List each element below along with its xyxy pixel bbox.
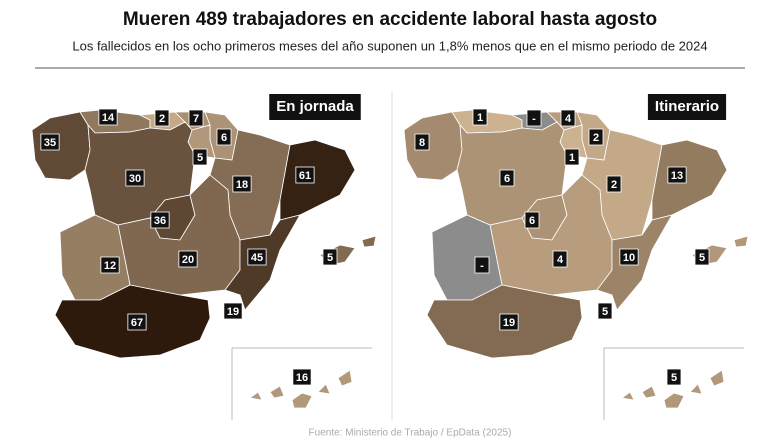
region	[279, 139, 356, 221]
map: 35 14 2 7 6 5 30 18 61 36 20 45 12 67 19 5 16 En jornada	[32, 94, 377, 420]
region-label: 1	[569, 152, 575, 164]
map-title-box	[647, 94, 727, 120]
label-box	[499, 313, 519, 331]
label-box	[292, 368, 312, 386]
region-label: 30	[129, 173, 141, 185]
label-box	[526, 109, 542, 127]
label-box	[40, 133, 60, 151]
label-box	[666, 368, 682, 386]
map: 8 1 - 4 2 1 6 2 13 6 4 10 - 19 5 5 5 Itinerario	[403, 94, 749, 420]
region	[621, 369, 725, 409]
region-label: 6	[221, 132, 227, 144]
region-label: 36	[154, 215, 166, 227]
label-box	[154, 109, 170, 127]
subtitle: Los fallecidos en los ocho primeros mese…	[72, 38, 707, 53]
label-box	[178, 250, 198, 268]
region-label: 12	[104, 260, 116, 272]
map-title-box	[269, 94, 361, 120]
region-label: 6	[504, 173, 510, 185]
label-box	[100, 256, 120, 274]
region-label: 19	[227, 306, 239, 318]
label-box	[606, 175, 622, 193]
region-label: 8	[419, 137, 425, 149]
label-box	[524, 211, 540, 229]
label-box	[552, 250, 568, 268]
label-box	[127, 313, 147, 331]
region	[249, 369, 353, 409]
region-label: 6	[529, 215, 535, 227]
region-label: 45	[251, 252, 263, 264]
region-label: 61	[299, 170, 311, 182]
title: Mueren 489 trabajadores en accidente lab…	[123, 9, 657, 30]
region-label: 67	[131, 317, 143, 329]
region-label: 5	[197, 152, 203, 164]
region-label: 4	[565, 113, 572, 125]
region-label: 5	[699, 252, 705, 264]
region-label: 14	[102, 112, 115, 124]
region-label: 5	[602, 306, 608, 318]
region	[651, 139, 728, 221]
label-box	[564, 148, 580, 166]
label-box	[499, 169, 515, 187]
region-label: 5	[327, 252, 333, 264]
source: Fuente: Ministerio de Trabajo / EpData (…	[309, 428, 512, 439]
region-label: 2	[611, 179, 617, 191]
region	[403, 111, 463, 181]
region-label: 7	[193, 113, 199, 125]
map-title: En jornada	[276, 98, 354, 115]
label-box	[247, 248, 267, 266]
region-label: -	[532, 113, 536, 125]
label-box	[597, 302, 613, 320]
region-label: 4	[557, 254, 564, 266]
label-box	[188, 109, 204, 127]
region-label: 2	[593, 132, 599, 144]
region-label: 20	[182, 254, 194, 266]
region-label: 19	[503, 317, 515, 329]
label-box	[150, 211, 170, 229]
region-label: 1	[477, 112, 483, 124]
label-box	[223, 302, 243, 320]
label-box	[667, 166, 687, 184]
region-label: -	[480, 260, 484, 272]
label-box	[98, 108, 118, 126]
label-box	[216, 128, 232, 146]
label-box	[125, 169, 145, 187]
region-label: 13	[671, 170, 683, 182]
label-box	[295, 166, 315, 184]
region-label: 16	[296, 372, 308, 384]
region-label: 10	[623, 252, 635, 264]
label-box	[619, 248, 639, 266]
label-box	[414, 133, 430, 151]
label-box	[322, 248, 338, 266]
region-label: 35	[44, 137, 56, 149]
region-label: 2	[159, 113, 165, 125]
label-box	[694, 248, 710, 266]
region-label: 5	[671, 372, 677, 384]
label-box	[192, 148, 208, 166]
region-label: 18	[236, 179, 248, 191]
label-box	[474, 256, 490, 274]
map-title: Itinerario	[655, 98, 719, 115]
label-box	[560, 109, 576, 127]
label-box	[472, 108, 488, 126]
label-box	[232, 175, 252, 193]
label-box	[588, 128, 604, 146]
